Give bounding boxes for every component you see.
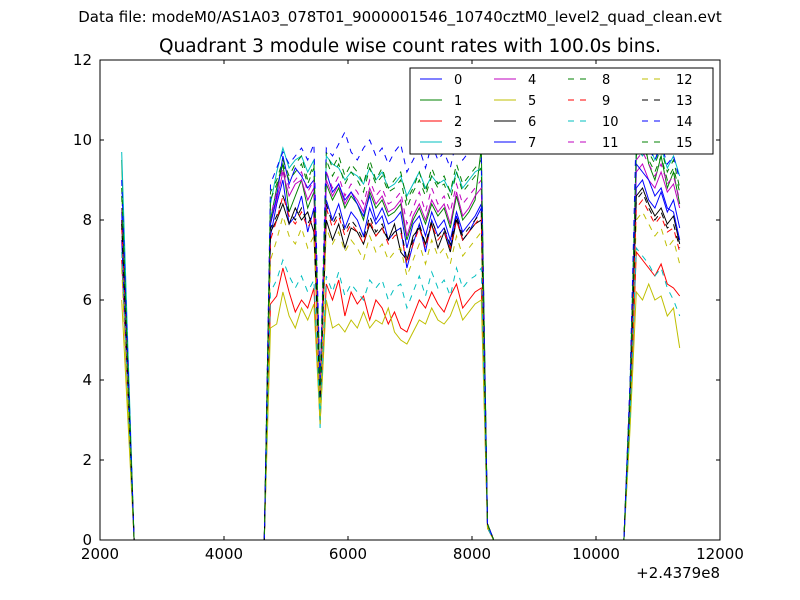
x-tick-label: 4000 <box>205 545 243 563</box>
legend-label-14: 14 <box>676 115 693 130</box>
x-tick-label: 10000 <box>572 545 620 563</box>
series-line-7 <box>121 155 681 541</box>
series-line-14 <box>121 123 681 541</box>
series-line-10 <box>121 246 681 541</box>
x-tick-label: 2000 <box>81 545 119 563</box>
legend-label-2: 2 <box>454 115 462 130</box>
series-line-6 <box>121 186 681 541</box>
y-tick-label: 6 <box>82 291 92 309</box>
legend-label-8: 8 <box>602 73 610 88</box>
y-tick-label: 0 <box>82 531 92 549</box>
x-offset-label: +2.4379e8 <box>636 564 720 582</box>
x-tick-label: 6000 <box>329 545 367 563</box>
y-tick-label: 8 <box>82 211 92 229</box>
legend-label-13: 13 <box>676 94 693 109</box>
y-tick-label: 4 <box>82 371 92 389</box>
legend-label-0: 0 <box>454 73 462 88</box>
series-line-13 <box>121 190 681 541</box>
y-tick-label: 10 <box>73 131 92 149</box>
x-tick-label: 8000 <box>453 545 491 563</box>
series-line-12 <box>121 211 681 541</box>
legend-label-12: 12 <box>676 73 693 88</box>
legend-label-1: 1 <box>454 94 462 109</box>
series-line-5 <box>121 282 681 541</box>
legend-label-4: 4 <box>528 73 536 88</box>
plot-lines <box>121 123 681 541</box>
legend-box <box>409 67 714 155</box>
legend-label-10: 10 <box>602 115 619 130</box>
series-line-2 <box>121 250 681 541</box>
series-line-1 <box>121 131 681 541</box>
chart-title: Quadrant 3 module wise count rates with … <box>158 36 662 57</box>
legend-label-3: 3 <box>454 136 462 151</box>
legend-label-9: 9 <box>602 94 610 109</box>
legend-label-5: 5 <box>528 94 536 109</box>
y-tick-label: 2 <box>82 451 92 469</box>
legend-label-7: 7 <box>528 136 536 151</box>
legend-label-15: 15 <box>676 136 693 151</box>
series-line-11 <box>121 151 681 541</box>
legend-label-11: 11 <box>602 136 619 151</box>
data-file-label: Data file: modeM0/AS1A03_078T01_90000015… <box>78 8 722 26</box>
series-line-4 <box>121 162 681 541</box>
legend-label-6: 6 <box>528 115 536 130</box>
y-tick-label: 12 <box>73 51 92 69</box>
x-tick-label: 12000 <box>696 545 744 563</box>
